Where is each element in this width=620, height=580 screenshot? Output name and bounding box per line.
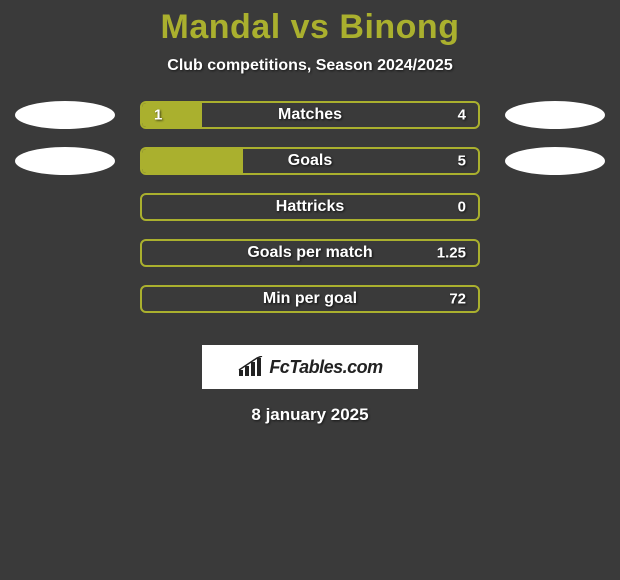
subtitle: Club competitions, Season 2024/2025	[0, 57, 620, 75]
player1-ellipse	[15, 147, 115, 175]
stat-bar-fill	[142, 103, 202, 127]
right-ellipse-slot	[500, 101, 610, 129]
stat-bar: Hattricks 0	[140, 193, 480, 221]
stat-row: Goals per match 1.25	[10, 239, 610, 267]
stat-row: Min per goal 72	[10, 285, 610, 313]
stat-bar: Goals 5	[140, 147, 480, 175]
stat-right-value: 5	[458, 153, 466, 170]
stat-label: Goals	[288, 152, 332, 170]
stat-label: Min per goal	[263, 290, 357, 308]
stat-label: Hattricks	[276, 198, 344, 216]
site-logo[interactable]: FcTables.com	[202, 345, 418, 389]
left-ellipse-slot	[10, 147, 120, 175]
player2-name: Binong	[339, 8, 459, 46]
right-ellipse-slot	[500, 147, 610, 175]
stat-bar: Min per goal 72	[140, 285, 480, 313]
stat-right-value: 72	[449, 291, 466, 308]
stat-bar: Goals per match 1.25	[140, 239, 480, 267]
bar-chart-icon	[237, 356, 263, 378]
stat-right-value: 0	[458, 199, 466, 216]
vs-text: vs	[291, 8, 330, 46]
page-title: Mandal vs Binong	[0, 8, 620, 47]
player2-ellipse	[505, 147, 605, 175]
stat-row: Goals 5	[10, 147, 610, 175]
stat-bar: 1 Matches 4	[140, 101, 480, 129]
stat-row: Hattricks 0	[10, 193, 610, 221]
player1-name: Mandal	[161, 8, 281, 46]
logo-text: FcTables.com	[269, 357, 382, 378]
player2-ellipse	[505, 101, 605, 129]
stat-right-value: 1.25	[437, 245, 466, 262]
stat-right-value: 4	[458, 107, 466, 124]
left-ellipse-slot	[10, 101, 120, 129]
stat-label: Goals per match	[247, 244, 372, 262]
stat-left-value: 1	[154, 107, 162, 124]
stat-label: Matches	[278, 106, 342, 124]
stat-bar-fill	[142, 149, 243, 173]
stat-row: 1 Matches 4	[10, 101, 610, 129]
player1-ellipse	[15, 101, 115, 129]
date-text: 8 january 2025	[0, 405, 620, 425]
page-root: Mandal vs Binong Club competitions, Seas…	[0, 0, 620, 425]
stats-section: 1 Matches 4 Goals 5	[0, 101, 620, 331]
